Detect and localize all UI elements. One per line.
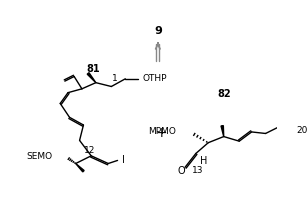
Text: 1: 1	[112, 74, 118, 83]
Text: H: H	[200, 156, 207, 166]
Text: 12: 12	[84, 146, 95, 155]
Text: 13: 13	[192, 166, 203, 175]
Text: 82: 82	[218, 89, 231, 99]
Polygon shape	[76, 163, 84, 172]
Text: 81: 81	[86, 64, 99, 74]
Text: 9: 9	[154, 26, 162, 36]
Polygon shape	[87, 73, 96, 83]
Text: +: +	[155, 126, 167, 140]
Text: SEMO: SEMO	[26, 152, 52, 161]
Text: MPMO: MPMO	[148, 128, 176, 137]
Text: 20: 20	[297, 126, 308, 135]
Text: I: I	[122, 155, 125, 165]
Text: O: O	[177, 166, 185, 176]
Text: OTHP: OTHP	[142, 74, 167, 83]
Polygon shape	[221, 126, 224, 137]
